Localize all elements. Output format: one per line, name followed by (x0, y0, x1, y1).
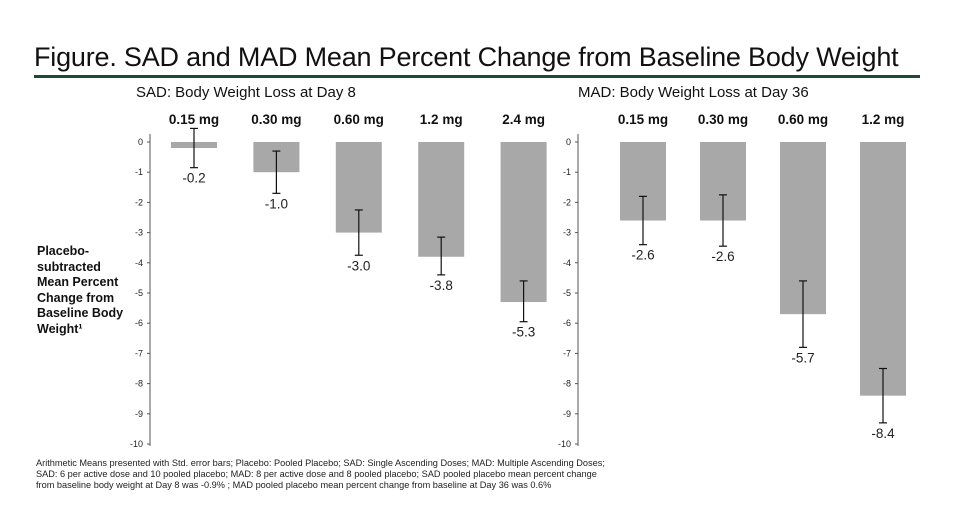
footnote: Arithmetic Means presented with Std. err… (36, 458, 605, 491)
mad-data-label: -2.6 (711, 249, 734, 264)
sad-y-tick-label: -10 (130, 439, 143, 449)
sad-panel-title: SAD: Body Weight Loss at Day 8 (136, 84, 356, 101)
sad-dose-label: 0.15 mg (169, 112, 219, 127)
sad-bar (500, 142, 547, 303)
mad-y-tick-label: -3 (563, 228, 571, 238)
y-axis-label-line: Change from (37, 290, 115, 305)
sad-y-tick-label: -9 (135, 409, 143, 419)
y-axis-label-line: Mean Percent (37, 275, 119, 289)
y-axis-label-line: Weight¹ (37, 321, 83, 336)
mad-y-tick-label: -1 (563, 167, 571, 177)
mad-y-tick-label: -5 (563, 288, 571, 298)
y-axis-label-line: subtracted (37, 259, 101, 274)
mad-data-label: -8.4 (871, 426, 895, 441)
mad-dose-label: 0.15 mg (618, 112, 668, 127)
mad-y-tick-label: -10 (558, 439, 571, 449)
mad-dose-label: 0.30 mg (698, 112, 748, 127)
mad-y-tick-label: -4 (563, 258, 571, 268)
sad-y-tick-label: -6 (135, 318, 143, 328)
mad-dose-label: 0.60 mg (778, 112, 828, 127)
mad-panel-title: MAD: Body Weight Loss at Day 36 (578, 84, 809, 101)
title-underline (34, 75, 920, 78)
y-axis-label-line: Placebo- (37, 244, 90, 258)
mad-dose-label: 1.2 mg (862, 112, 905, 127)
sad-data-label: -1.0 (265, 196, 288, 211)
sad-dose-label: 2.4 mg (502, 112, 545, 127)
sad-y-tick-label: -3 (135, 228, 143, 238)
sad-y-tick-label: 0 (138, 137, 143, 147)
mad-y-tick-label: -6 (563, 318, 571, 328)
sad-dose-label: 0.30 mg (251, 112, 301, 127)
sad-y-tick-label: -4 (135, 258, 143, 268)
mad-data-label: -2.6 (631, 248, 654, 263)
sad-data-label: -5.3 (512, 325, 535, 340)
sad-data-label: -3.8 (430, 278, 453, 293)
y-axis-label-line: Baseline Body (37, 306, 124, 320)
mad-y-tick-label: 0 (566, 137, 571, 147)
sad-y-tick-label: -7 (135, 348, 143, 358)
mad-y-tick-label: -9 (563, 409, 571, 419)
mad-data-label: -5.7 (791, 350, 814, 365)
sad-dose-label: 1.2 mg (420, 112, 463, 127)
mad-y-tick-label: -2 (563, 197, 571, 207)
sad-y-tick-label: -2 (135, 197, 143, 207)
mad-y-tick-label: -8 (563, 379, 571, 389)
sad-dose-label: 0.60 mg (334, 112, 384, 127)
figure-title: Figure. SAD and MAD Mean Percent Change … (34, 42, 899, 72)
mad-y-tick-label: -7 (563, 348, 571, 358)
sad-y-tick-label: -1 (135, 167, 143, 177)
mad-bar (860, 142, 906, 396)
sad-y-tick-label: -5 (135, 288, 143, 298)
sad-y-tick-label: -8 (135, 379, 143, 389)
sad-data-label: -0.2 (182, 171, 205, 186)
y-axis-label: Placebo- subtracted Mean Percent Change … (37, 244, 137, 337)
sad-data-label: -3.0 (347, 258, 370, 273)
